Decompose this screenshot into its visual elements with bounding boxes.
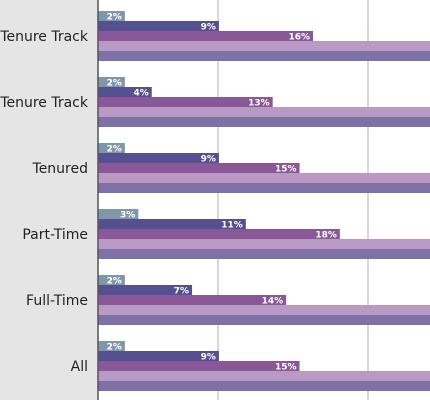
- bar-4-2: [98, 295, 287, 305]
- data-label-0-2: 16%: [288, 33, 310, 43]
- bar-0-3: [98, 41, 430, 51]
- category-label-4: Full-Time: [26, 293, 88, 309]
- bar-0-1: [98, 21, 219, 31]
- bar-0-0: [98, 11, 125, 21]
- data-label-4-0: 2%: [107, 277, 122, 287]
- data-label-5-2: 15%: [275, 363, 297, 373]
- bar-4-1: [98, 285, 193, 295]
- category-label-3: Part-Time: [22, 227, 88, 243]
- bar-3-2: [98, 229, 340, 239]
- bar-1-3: [98, 107, 430, 117]
- data-label-4-1: 7%: [174, 287, 189, 297]
- data-label-3-2: 18%: [315, 231, 337, 241]
- bar-5-0: [98, 341, 125, 351]
- data-label-2-2: 15%: [275, 165, 297, 175]
- data-label-1-0: 2%: [107, 79, 122, 89]
- category-label-0: Tenure Track: [0, 29, 89, 45]
- bar-3-4: [98, 249, 430, 259]
- bar-1-2: [98, 97, 273, 107]
- bar-2-4: [98, 183, 430, 193]
- data-label-4-2: 14%: [262, 297, 284, 307]
- bar-1-4: [98, 117, 430, 127]
- data-label-5-1: 9%: [201, 353, 216, 363]
- category-label-1: Tenure Track: [0, 95, 89, 111]
- bar-0-2: [98, 31, 313, 41]
- bar-4-3: [98, 305, 430, 315]
- bar-4-4: [98, 315, 430, 325]
- data-label-3-1: 11%: [221, 221, 243, 231]
- bar-3-0: [98, 209, 139, 219]
- bar-1-1: [98, 87, 152, 97]
- bar-1-0: [98, 77, 125, 87]
- bar-3-1: [98, 219, 246, 229]
- bar-5-3: [98, 371, 430, 381]
- data-label-1-1: 4%: [133, 89, 148, 99]
- bar-5-2: [98, 361, 300, 371]
- data-label-2-1: 9%: [201, 155, 216, 165]
- category-label-5: All: [71, 359, 88, 375]
- data-label-0-0: 2%: [107, 13, 122, 23]
- bar-2-2: [98, 163, 300, 173]
- bar-2-1: [98, 153, 219, 163]
- bar-5-4: [98, 381, 430, 391]
- bar-0-4: [98, 51, 430, 61]
- data-label-3-0: 3%: [120, 211, 135, 221]
- data-label-2-0: 2%: [107, 145, 122, 155]
- data-label-1-2: 13%: [248, 99, 270, 109]
- bar-3-3: [98, 239, 430, 249]
- data-label-0-1: 9%: [201, 23, 216, 33]
- category-label-2: Tenured: [32, 161, 88, 177]
- bar-5-1: [98, 351, 219, 361]
- data-label-5-0: 2%: [107, 343, 122, 353]
- bar-2-3: [98, 173, 430, 183]
- bar-2-0: [98, 143, 125, 153]
- bar-4-0: [98, 275, 125, 285]
- label-panel: [0, 0, 98, 400]
